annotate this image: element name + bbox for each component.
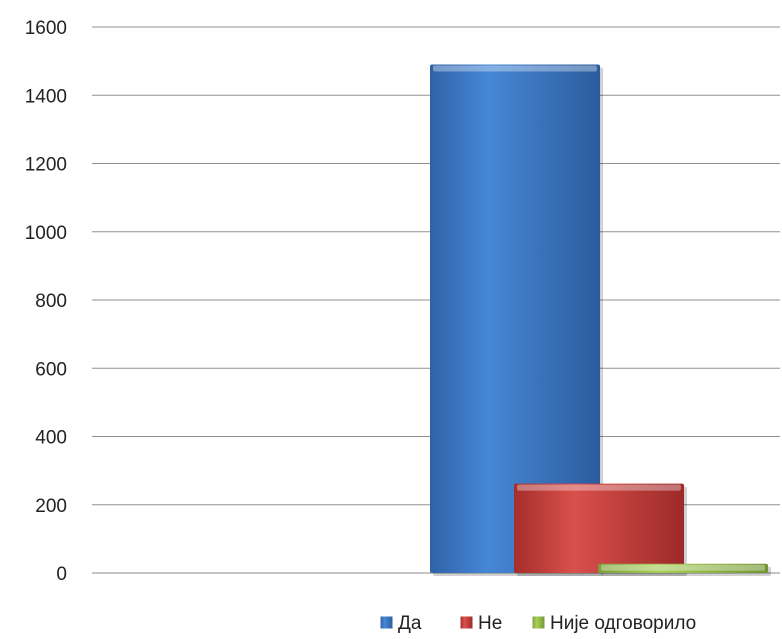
legend-label: Не [478, 613, 502, 634]
legend-label: Није одговорило [550, 613, 696, 634]
bar-highlight [601, 564, 765, 571]
y-axis-ticks: 0 200 400 600 800 1000 1200 1400 1600 [25, 18, 67, 585]
legend-swatch [531, 615, 546, 630]
y-tick-label: 1600 [25, 18, 67, 39]
y-tick-label: 200 [35, 496, 67, 517]
bar-1 [514, 483, 687, 576]
bar-0 [430, 64, 603, 576]
y-tick-label: 1400 [25, 86, 67, 107]
y-tick-label: 1000 [25, 223, 67, 244]
y-tick-label: 400 [35, 428, 67, 449]
bar-body [598, 563, 768, 573]
bar-2 [598, 563, 771, 576]
y-tick-label: 600 [35, 359, 67, 380]
bar-highlight [517, 484, 681, 491]
legend-item: Да [379, 613, 422, 634]
bar-body [430, 64, 600, 573]
legend: Да Не Није одговорило [379, 613, 696, 634]
bar-highlight [433, 65, 597, 72]
legend-item: Није одговорило [531, 613, 696, 634]
legend-swatch [459, 615, 474, 630]
legend-label: Да [398, 613, 422, 634]
legend-swatch [379, 615, 394, 630]
legend-item: Не [459, 613, 502, 634]
y-tick-label: 800 [35, 291, 67, 312]
y-tick-label: 1200 [25, 155, 67, 176]
bar-body [514, 483, 684, 573]
bars [430, 64, 771, 576]
y-tick-label: 0 [56, 564, 67, 585]
